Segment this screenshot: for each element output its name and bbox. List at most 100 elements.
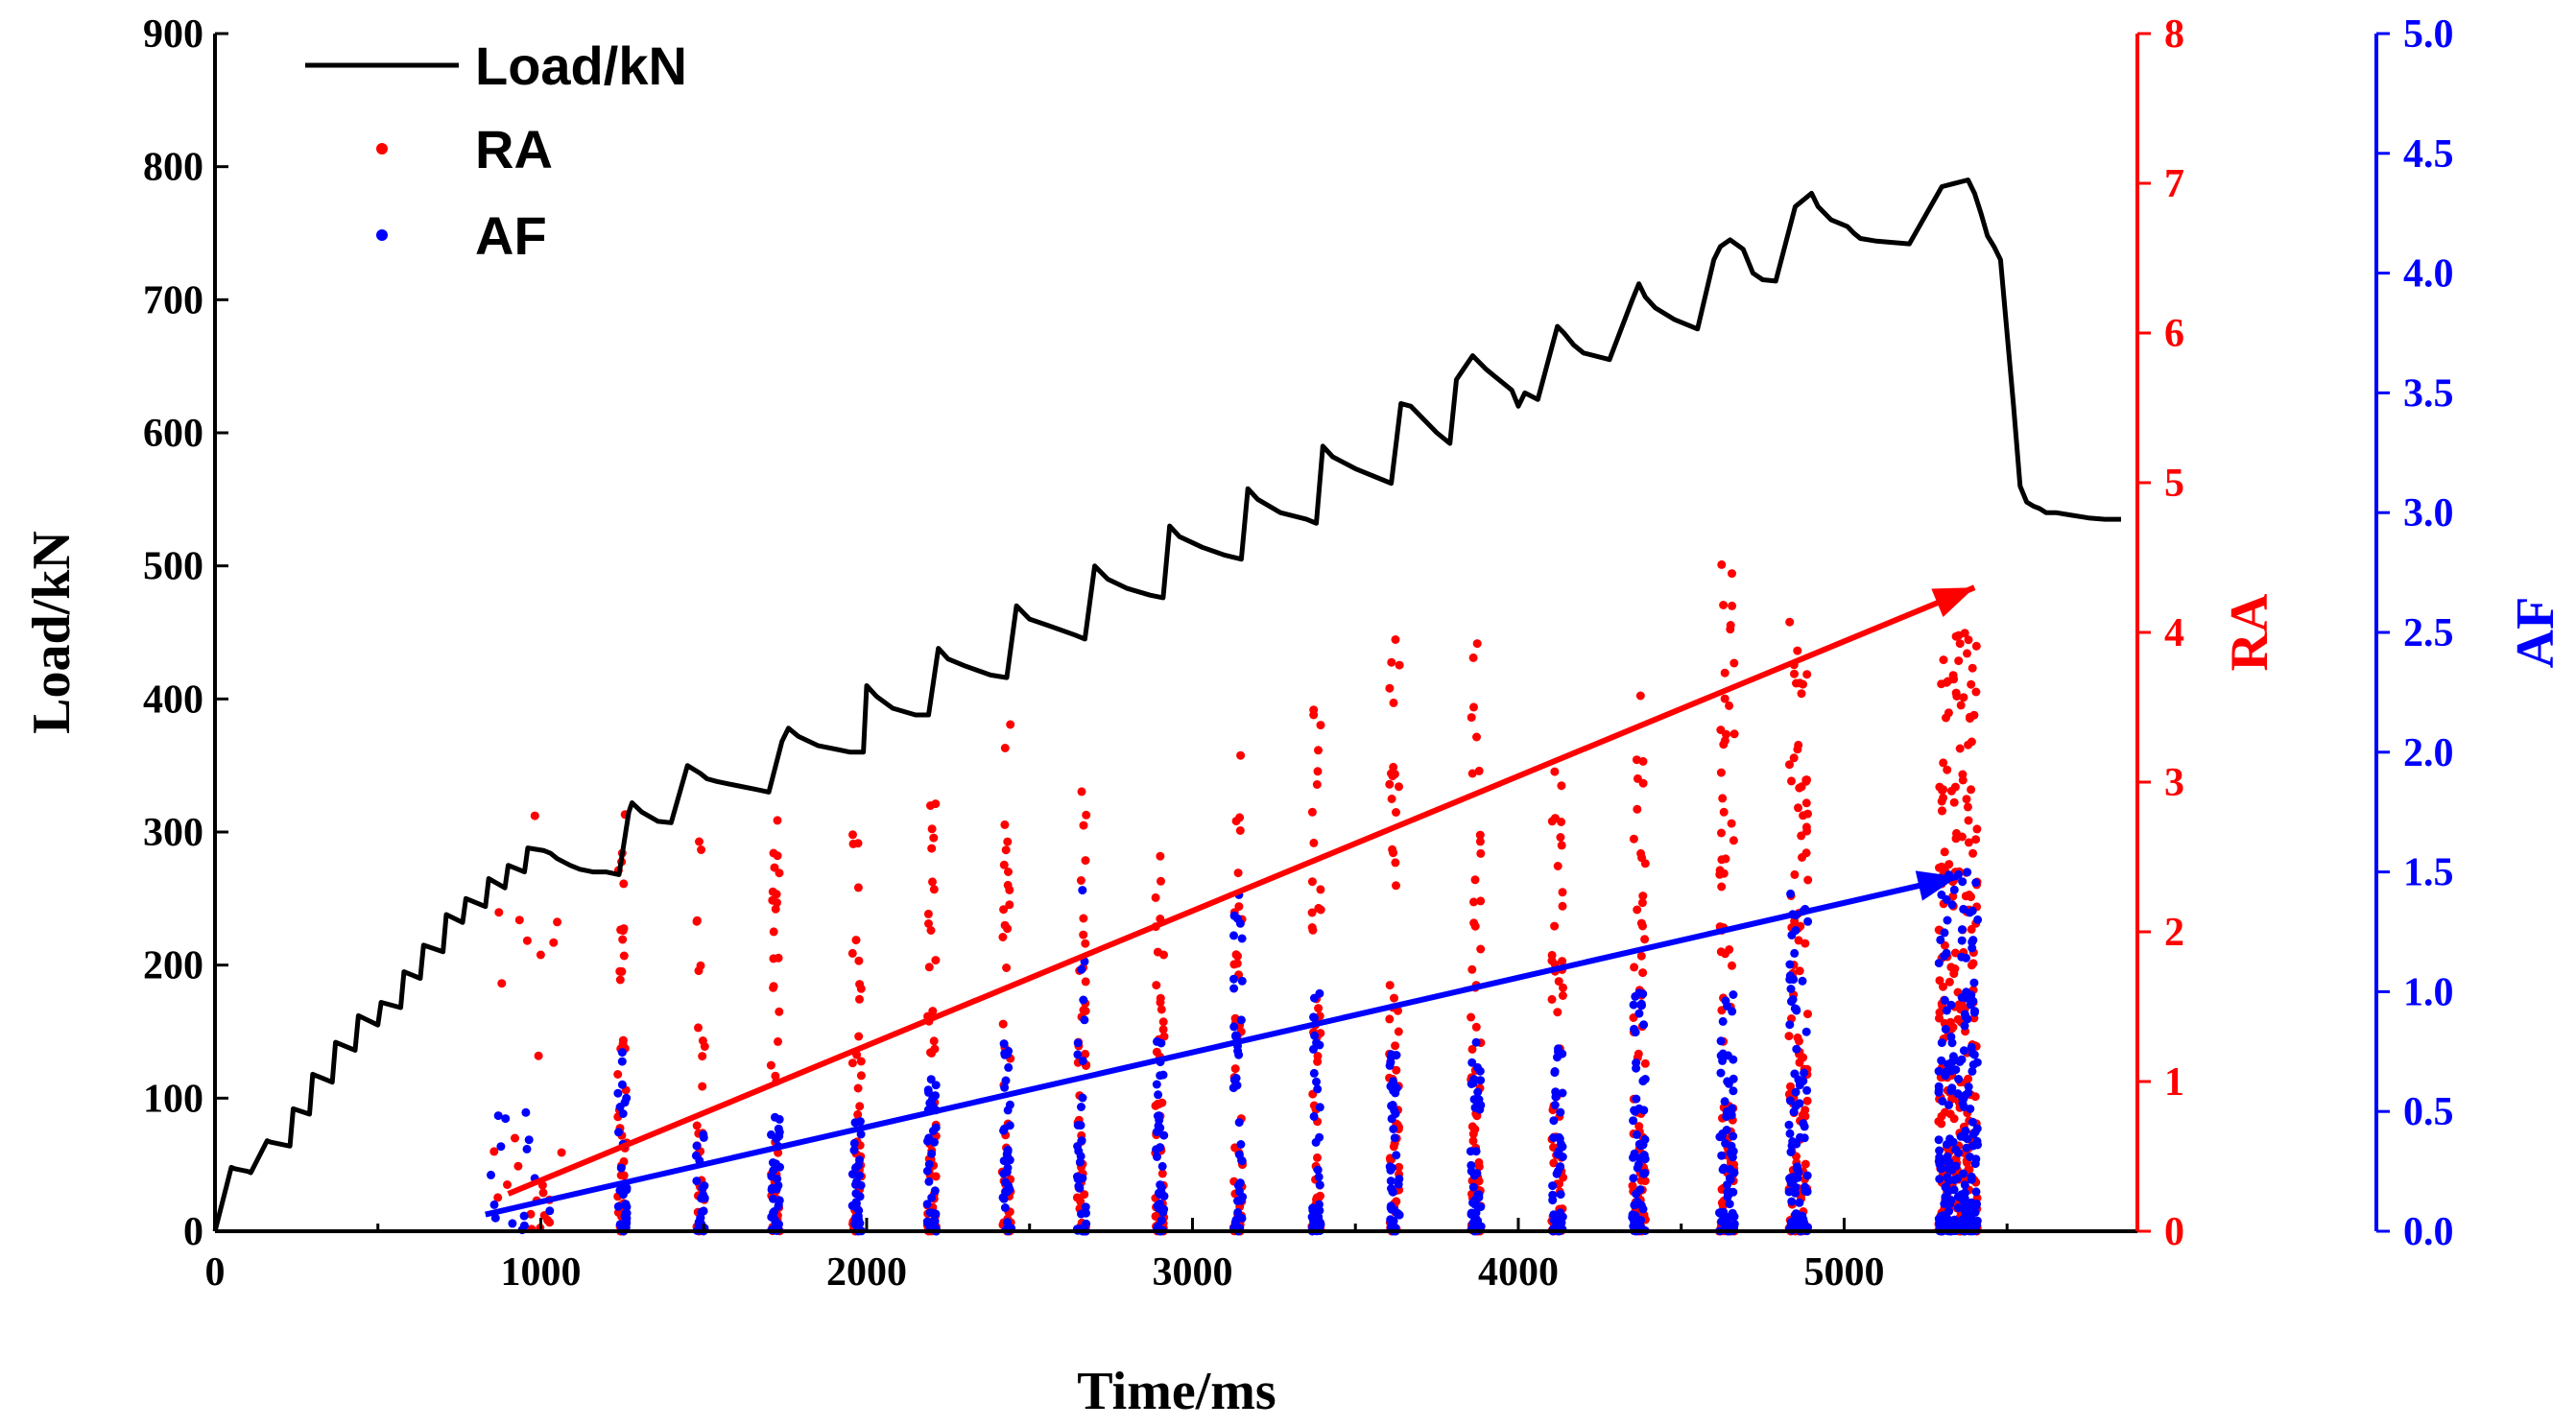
af-point	[1968, 996, 1978, 1006]
y-af-tick-label: 1.5	[2403, 851, 2454, 895]
y-ra-tick-label: 2	[2164, 911, 2184, 955]
ra-point	[931, 1172, 941, 1181]
ra-point	[1629, 834, 1638, 844]
af-point	[1229, 931, 1238, 940]
ra-point	[1786, 1082, 1795, 1091]
af-point	[1078, 1093, 1087, 1103]
af-point	[691, 1151, 701, 1160]
ra-point	[1387, 795, 1396, 803]
ra-point	[513, 1161, 523, 1171]
af-point	[1802, 1085, 1812, 1095]
ra-point	[1076, 876, 1085, 885]
ra-point	[848, 830, 857, 840]
ra-point	[1937, 1111, 1946, 1121]
x-tick-label: 3000	[1152, 1250, 1232, 1295]
af-point	[1937, 1038, 1946, 1048]
ra-point	[1722, 729, 1730, 739]
af-point	[1309, 1013, 1319, 1023]
ra-point	[1971, 641, 1981, 651]
af-point	[618, 1190, 628, 1200]
ra-point	[619, 1171, 629, 1180]
af-point	[1314, 1200, 1324, 1209]
af-point	[1969, 978, 1979, 987]
ra-point	[769, 983, 778, 992]
ra-point	[1391, 635, 1400, 644]
ra-point	[1314, 903, 1324, 913]
y-af-tick-label: 4.0	[2403, 252, 2454, 297]
af-point	[1791, 1209, 1801, 1219]
ra-point	[1717, 882, 1727, 892]
ra-point	[1156, 993, 1165, 1003]
af-point	[928, 1127, 938, 1135]
ra-point	[1939, 758, 1948, 768]
ra-point	[1802, 826, 1812, 836]
af-point	[1315, 1180, 1324, 1190]
af-point	[1003, 1218, 1013, 1227]
ra-point	[1955, 639, 1965, 649]
af-point	[1784, 1187, 1794, 1197]
ra-point	[698, 1052, 707, 1061]
af-point	[927, 1149, 937, 1158]
ra-point	[1472, 732, 1481, 742]
ra-point	[1389, 762, 1398, 772]
ra-point	[1234, 902, 1244, 912]
af-point	[1947, 900, 1957, 910]
af-point	[851, 1189, 861, 1199]
af-point	[1949, 885, 1959, 894]
legend-af-label: AF	[475, 205, 547, 266]
y-af-axis-title: AF	[2506, 597, 2565, 669]
af-point	[700, 1181, 709, 1191]
ra-point	[1079, 914, 1088, 923]
af-point	[849, 1146, 859, 1155]
af-point	[1729, 1219, 1739, 1228]
ra-point	[853, 1083, 863, 1093]
ra-point	[770, 863, 779, 872]
af-point	[1962, 953, 1970, 963]
af-point	[1309, 1044, 1318, 1054]
af-point	[621, 1223, 631, 1232]
af-point	[1229, 984, 1239, 993]
af-point	[1390, 1133, 1399, 1143]
ra-point	[1640, 859, 1650, 868]
af-point	[1549, 1210, 1559, 1220]
af-point	[1313, 1165, 1323, 1175]
ra-point	[493, 1193, 503, 1202]
af-point	[999, 1194, 1009, 1203]
af-point	[1386, 1165, 1395, 1175]
ra-point	[695, 837, 704, 846]
af-point	[1636, 1141, 1646, 1151]
ra-point	[769, 927, 778, 937]
af-point	[1792, 1006, 1801, 1015]
af-point	[1079, 995, 1088, 1005]
ra-point	[1158, 1017, 1168, 1027]
af-point	[1074, 1181, 1084, 1191]
ra-point	[1307, 877, 1317, 887]
ra-point	[1469, 702, 1478, 712]
ra-point	[1550, 767, 1560, 776]
ra-point	[1157, 1005, 1166, 1014]
ra-point	[694, 966, 704, 976]
ra-point	[853, 1109, 863, 1119]
af-point	[1231, 1031, 1241, 1040]
y-left-tick-label: 400	[143, 678, 203, 722]
af-point	[521, 1107, 531, 1117]
ra-point	[1633, 905, 1642, 915]
ra-point	[1801, 1106, 1810, 1115]
af-point	[1392, 1151, 1401, 1160]
af-point	[930, 1137, 939, 1147]
af-point	[775, 1162, 784, 1172]
af-point	[622, 1183, 632, 1193]
af-point	[617, 1080, 627, 1089]
ra-point	[1392, 1065, 1401, 1075]
af-point	[1385, 1060, 1395, 1070]
ra-point	[1236, 750, 1246, 760]
af-point	[1968, 1066, 1977, 1076]
ra-point	[1385, 683, 1395, 693]
af-point	[1965, 908, 1974, 917]
ra-point	[1793, 646, 1802, 655]
af-point	[1310, 1031, 1320, 1040]
ra-point	[1079, 821, 1088, 830]
ra-point	[1633, 804, 1642, 814]
ra-point	[1638, 968, 1648, 978]
ra-point	[1935, 1013, 1944, 1023]
